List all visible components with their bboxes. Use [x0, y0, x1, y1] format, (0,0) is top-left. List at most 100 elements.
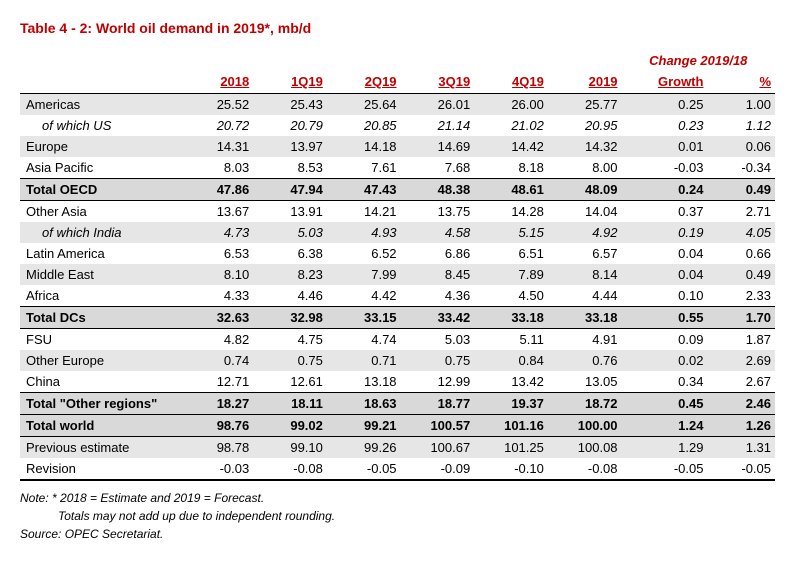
cell: 5.03	[401, 329, 475, 351]
cell: 0.76	[548, 350, 622, 371]
cell: 8.23	[253, 264, 327, 285]
cell: 1.26	[707, 415, 775, 437]
table-title: Table 4 - 2: World oil demand in 2019*, …	[20, 20, 775, 36]
row-label: FSU	[20, 329, 180, 351]
cell: 25.64	[327, 94, 401, 116]
cell: 99.10	[253, 437, 327, 459]
col-2018: 2018	[180, 71, 254, 94]
row-label: Total OECD	[20, 179, 180, 201]
row-label: of which US	[20, 115, 180, 136]
col-3q19: 3Q19	[401, 71, 475, 94]
table-row: Total world98.7699.0299.21100.57101.1610…	[20, 415, 775, 437]
cell: 6.53	[180, 243, 254, 264]
cell: 21.14	[401, 115, 475, 136]
cell: 14.69	[401, 136, 475, 157]
cell: 2.67	[707, 371, 775, 393]
cell: 0.74	[180, 350, 254, 371]
table-row: Middle East8.108.237.998.457.898.140.040…	[20, 264, 775, 285]
table-row: Europe14.3113.9714.1814.6914.4214.320.01…	[20, 136, 775, 157]
cell: 47.94	[253, 179, 327, 201]
table-row: Total OECD47.8647.9447.4348.3848.6148.09…	[20, 179, 775, 201]
cell: 0.19	[622, 222, 708, 243]
cell: 0.71	[327, 350, 401, 371]
cell: 101.25	[474, 437, 548, 459]
cell: -0.08	[253, 458, 327, 480]
row-label: Total "Other regions"	[20, 393, 180, 415]
cell: 18.27	[180, 393, 254, 415]
cell: 0.49	[707, 179, 775, 201]
cell: 12.61	[253, 371, 327, 393]
cell: 13.75	[401, 201, 475, 223]
table-row: Other Europe0.740.750.710.750.840.760.02…	[20, 350, 775, 371]
col-2q19: 2Q19	[327, 71, 401, 94]
col-4q19: 4Q19	[474, 71, 548, 94]
cell: -0.09	[401, 458, 475, 480]
cell: -0.05	[327, 458, 401, 480]
cell: 0.49	[707, 264, 775, 285]
cell: 14.31	[180, 136, 254, 157]
cell: 7.99	[327, 264, 401, 285]
table-row: Total "Other regions"18.2718.1118.6318.7…	[20, 393, 775, 415]
cell: 0.09	[622, 329, 708, 351]
cell: 21.02	[474, 115, 548, 136]
change-header-row: Change 2019/18	[20, 50, 775, 71]
note-3: Source: OPEC Secretariat.	[20, 525, 775, 543]
cell: 99.21	[327, 415, 401, 437]
cell: 4.73	[180, 222, 254, 243]
cell: 33.42	[401, 307, 475, 329]
cell: 4.75	[253, 329, 327, 351]
cell: 1.24	[622, 415, 708, 437]
cell: 4.58	[401, 222, 475, 243]
cell: 2.71	[707, 201, 775, 223]
cell: 4.46	[253, 285, 327, 307]
cell: 13.91	[253, 201, 327, 223]
cell: 20.72	[180, 115, 254, 136]
cell: 25.52	[180, 94, 254, 116]
cell: 4.05	[707, 222, 775, 243]
cell: 12.71	[180, 371, 254, 393]
cell: 14.32	[548, 136, 622, 157]
cell: 4.92	[548, 222, 622, 243]
cell: 5.03	[253, 222, 327, 243]
cell: 8.18	[474, 157, 548, 179]
table-row: Other Asia13.6713.9114.2113.7514.2814.04…	[20, 201, 775, 223]
cell: 5.15	[474, 222, 548, 243]
cell: 4.33	[180, 285, 254, 307]
cell: 99.02	[253, 415, 327, 437]
cell: 4.42	[327, 285, 401, 307]
row-label: Africa	[20, 285, 180, 307]
cell: 98.76	[180, 415, 254, 437]
cell: 1.00	[707, 94, 775, 116]
cell: 0.75	[253, 350, 327, 371]
cell: 0.75	[401, 350, 475, 371]
cell: 0.10	[622, 285, 708, 307]
cell: 4.36	[401, 285, 475, 307]
table-row: Previous estimate98.7899.1099.26100.6710…	[20, 437, 775, 459]
cell: 26.00	[474, 94, 548, 116]
row-label: Total world	[20, 415, 180, 437]
cell: 13.05	[548, 371, 622, 393]
table-row: Latin America6.536.386.526.866.516.570.0…	[20, 243, 775, 264]
cell: 0.34	[622, 371, 708, 393]
cell: 13.67	[180, 201, 254, 223]
row-label: Latin America	[20, 243, 180, 264]
cell: 26.01	[401, 94, 475, 116]
cell: 6.57	[548, 243, 622, 264]
table-row: Revision-0.03-0.08-0.05-0.09-0.10-0.08-0…	[20, 458, 775, 480]
cell: 8.00	[548, 157, 622, 179]
cell: 1.70	[707, 307, 775, 329]
table-notes: Note: * 2018 = Estimate and 2019 = Forec…	[20, 489, 775, 543]
cell: 2.33	[707, 285, 775, 307]
cell: 19.37	[474, 393, 548, 415]
row-label: Other Asia	[20, 201, 180, 223]
cell: 99.26	[327, 437, 401, 459]
cell: 14.21	[327, 201, 401, 223]
cell: 20.79	[253, 115, 327, 136]
table-row: Africa4.334.464.424.364.504.440.102.33	[20, 285, 775, 307]
col-2019: 2019	[548, 71, 622, 94]
cell: 2.69	[707, 350, 775, 371]
cell: 8.14	[548, 264, 622, 285]
cell: 48.61	[474, 179, 548, 201]
row-label: Total DCs	[20, 307, 180, 329]
cell: 14.04	[548, 201, 622, 223]
